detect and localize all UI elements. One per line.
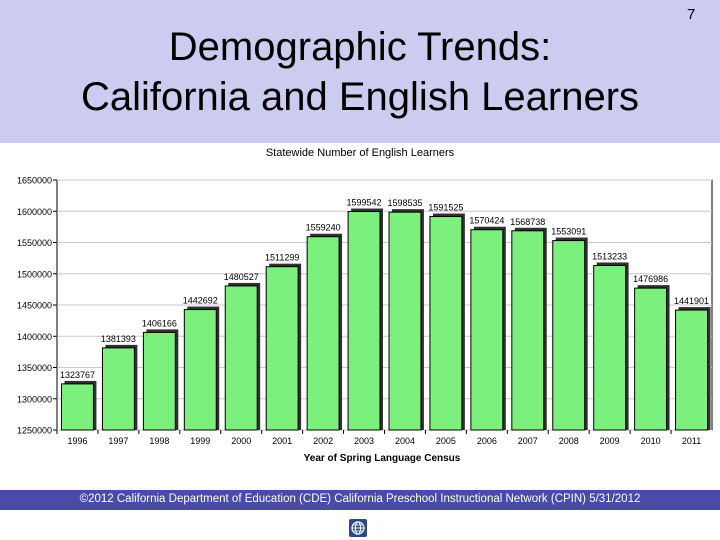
x-axis-ticks: 1996 1997 1998 1999 2000 2001 2002 2003 2004 2005… — [56, 430, 701, 446]
bar — [470, 229, 504, 431]
bar — [634, 287, 668, 431]
x-tick-label: 1999 — [190, 436, 210, 446]
data-label: 1598535 — [387, 198, 422, 208]
data-label: 1591525 — [428, 203, 463, 213]
data-label: 1381393 — [101, 334, 136, 344]
footer-bar — [0, 490, 720, 510]
y-tick-label: 1450000 — [17, 301, 52, 311]
y-tick-label: 1550000 — [17, 238, 52, 248]
y-tick-label: 1600000 — [17, 207, 52, 217]
bar — [183, 309, 217, 431]
data-label: 1441901 — [674, 296, 709, 306]
footer-text: ©2012 California Department of Education… — [79, 493, 641, 505]
x-tick-label: 2001 — [272, 436, 292, 446]
data-label: 1480527 — [224, 272, 259, 282]
bar-chart: Statewide Number of English Learners 125… — [17, 147, 713, 464]
x-tick-label: 1996 — [67, 436, 87, 446]
x-tick-label: 1997 — [108, 436, 128, 446]
bar — [388, 211, 422, 431]
data-label: 1568738 — [510, 217, 545, 227]
bar — [142, 331, 176, 431]
bar — [265, 266, 299, 431]
x-tick-label: 2004 — [395, 436, 415, 446]
data-labels: 1323767 1381393 1406166 1442692 1480527 15112… — [60, 198, 709, 380]
data-label: 1442692 — [183, 296, 218, 306]
y-tick-label: 1350000 — [17, 363, 52, 373]
chart-title: Statewide Number of English Learners — [266, 147, 455, 159]
bar — [347, 211, 381, 431]
slide-number: 7 — [687, 6, 696, 23]
y-tick-label: 1250000 — [17, 426, 52, 436]
x-tick-label: 2000 — [231, 436, 251, 446]
data-label: 1323767 — [60, 370, 95, 380]
y-axis-ticks: 1250000 1300000 1350000 1400000 1450000 15000… — [17, 176, 57, 436]
data-label: 1476986 — [633, 274, 668, 284]
slide-title: Demographic Trends: California and Engli… — [80, 25, 640, 119]
bar — [101, 347, 135, 431]
data-label: 1513233 — [592, 251, 627, 261]
globe-icon — [349, 519, 367, 537]
x-tick-label: 2008 — [559, 436, 579, 446]
data-label: 1406166 — [142, 318, 177, 328]
bar-series — [61, 208, 711, 431]
x-axis-title: Year of Spring Language Census — [304, 453, 461, 464]
y-tick-label: 1650000 — [17, 176, 52, 186]
data-label: 1599542 — [347, 198, 382, 208]
bar — [593, 264, 627, 431]
data-label: 1511299 — [265, 253, 299, 263]
x-tick-label: 2005 — [436, 436, 456, 446]
bar — [552, 240, 586, 431]
bar — [429, 216, 463, 431]
y-tick-label: 1300000 — [17, 394, 52, 404]
x-tick-label: 2007 — [518, 436, 538, 446]
x-tick-label: 2003 — [354, 436, 374, 446]
x-tick-label: 2011 — [682, 436, 701, 446]
x-tick-label: 2002 — [313, 436, 333, 446]
bar — [61, 383, 94, 431]
data-label: 1553091 — [551, 227, 586, 237]
bar — [675, 309, 708, 431]
x-tick-label: 1998 — [149, 436, 169, 446]
bar — [306, 236, 340, 431]
title-banner — [0, 0, 720, 143]
data-label: 1570424 — [469, 216, 504, 226]
y-tick-label: 1500000 — [17, 269, 52, 279]
x-tick-label: 2009 — [600, 436, 620, 446]
data-label: 1559240 — [306, 223, 341, 233]
bar — [224, 285, 258, 431]
bar — [511, 230, 545, 431]
x-tick-label: 2006 — [477, 436, 497, 446]
x-tick-label: 2010 — [641, 436, 661, 446]
y-tick-label: 1400000 — [17, 332, 52, 342]
